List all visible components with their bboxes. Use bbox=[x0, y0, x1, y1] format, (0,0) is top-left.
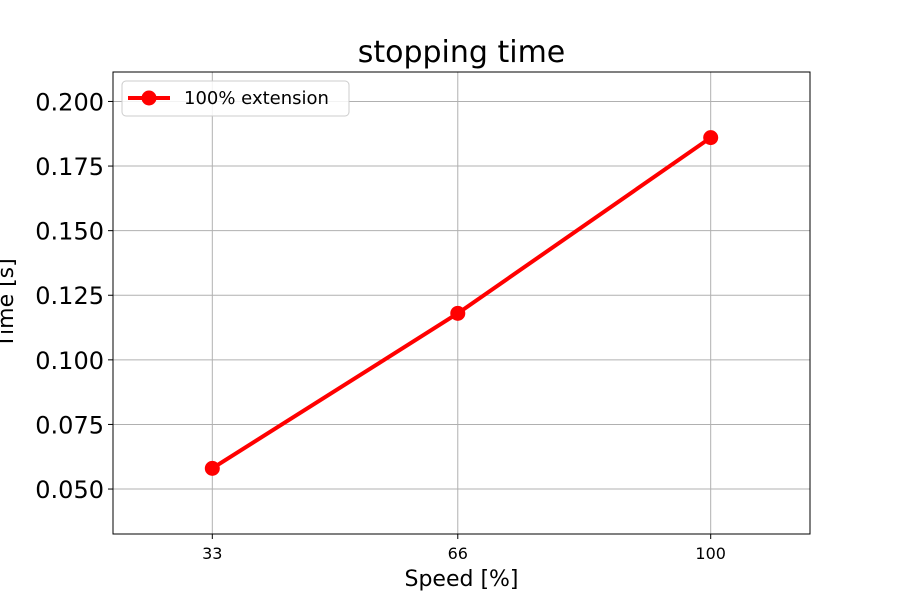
y-tick-label: 0.050 bbox=[35, 476, 104, 504]
plot-area-frame bbox=[112, 71, 811, 535]
chart-title: stopping time bbox=[358, 35, 566, 70]
legend-label: 100% extension bbox=[184, 88, 329, 109]
y-tick-label: 0.200 bbox=[35, 88, 104, 116]
y-axis-ticks: 0.050 0.075 0.100 0.125 0.150 0.175 0.200 bbox=[35, 88, 113, 504]
grid bbox=[113, 72, 810, 534]
legend-box bbox=[121, 80, 350, 117]
x-tick-label: 100 bbox=[695, 544, 726, 563]
x-tick-label: 66 bbox=[448, 544, 468, 563]
data-point bbox=[204, 460, 220, 476]
y-tick-label: 0.075 bbox=[35, 411, 104, 439]
y-tick-label: 0.100 bbox=[35, 347, 104, 375]
series-layer bbox=[204, 130, 719, 476]
data-point bbox=[703, 130, 719, 146]
x-axis-label: Speed [%] bbox=[404, 567, 518, 592]
legend-marker-swatch bbox=[141, 90, 157, 106]
data-point bbox=[450, 305, 466, 321]
legend: 100% extension bbox=[121, 80, 350, 117]
y-tick-label: 0.125 bbox=[35, 282, 104, 310]
y-tick-label: 0.150 bbox=[35, 218, 104, 246]
y-tick-label: 0.175 bbox=[35, 153, 104, 181]
y-axis-label: Time [s] bbox=[0, 258, 19, 348]
x-axis-ticks: 33 66 100 bbox=[202, 534, 726, 563]
x-tick-label: 33 bbox=[202, 544, 222, 563]
